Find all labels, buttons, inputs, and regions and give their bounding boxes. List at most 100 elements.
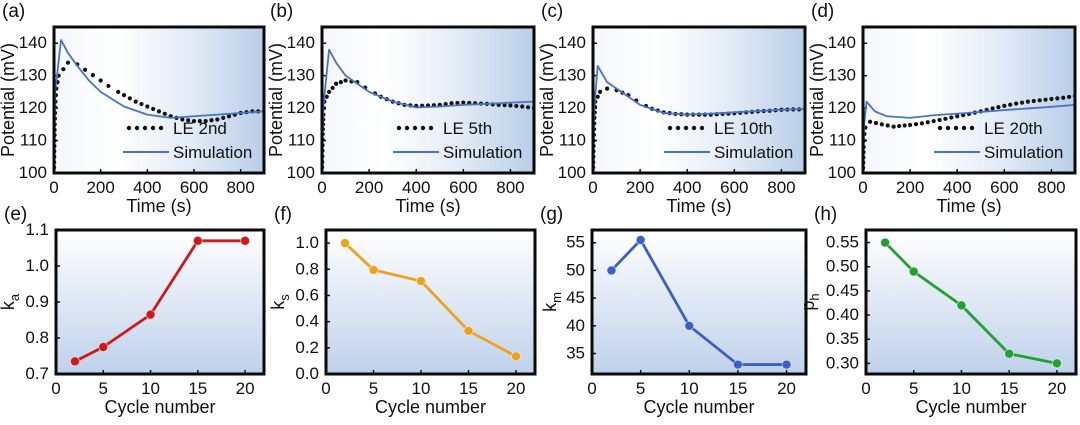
x-tick-label: 200 <box>896 178 924 197</box>
data-point-le <box>326 89 332 94</box>
x-axis-label: Time (s) <box>126 196 191 216</box>
legend-dot-symbol <box>683 125 689 131</box>
data-point-le <box>925 120 930 125</box>
x-tick-label: 15 <box>1000 379 1019 398</box>
y-tick-label: 140 <box>19 33 47 52</box>
data-point-marker <box>733 359 743 370</box>
data-point-le <box>127 96 132 101</box>
data-point-le <box>1055 96 1060 101</box>
y-tick-label: 0.2 <box>295 338 319 357</box>
data-point-le <box>919 121 924 126</box>
y-tick-label: 130 <box>828 66 856 85</box>
data-point-le <box>455 100 460 106</box>
data-point-le <box>943 116 948 121</box>
legend-dot-symbol <box>126 125 132 131</box>
y-tick-label: 110 <box>288 131 315 150</box>
data-point-le <box>98 78 103 83</box>
data-point-le <box>1037 98 1042 103</box>
legend-dot-symbol <box>969 125 975 131</box>
legend-dot-symbol <box>158 125 164 131</box>
data-point-le <box>1067 94 1072 100</box>
y-tick-label: 110 <box>20 131 47 150</box>
x-tick-label: 200 <box>355 178 383 197</box>
y-tick-label: 120 <box>558 98 586 117</box>
y-tick-label: 1.1 <box>25 220 49 239</box>
data-point-marker <box>145 309 156 320</box>
data-point-le <box>891 124 896 129</box>
data-point-le <box>867 119 873 124</box>
y-tick-label: 130 <box>287 66 315 85</box>
data-point-le <box>1043 97 1048 102</box>
plot-background <box>326 230 535 374</box>
plot-background <box>593 27 805 173</box>
x-tick-label: 600 <box>180 178 208 197</box>
plot-frame <box>861 25 1077 175</box>
data-point-le <box>90 73 95 78</box>
data-point-marker <box>781 359 792 370</box>
data-point-le <box>461 100 466 105</box>
y-tick-label: 1.0 <box>25 256 49 275</box>
data-point-marker <box>511 351 521 362</box>
plot-background <box>54 27 264 173</box>
y-tick-label: 140 <box>287 33 315 52</box>
x-tick-label: 5 <box>99 379 108 398</box>
panel-b: (b) 0 200 400 600 800 100 110 120 130 140 Time (s) P… <box>266 1 536 216</box>
legend-label-simulation: Simulation <box>714 143 793 162</box>
panel-label: (g) <box>540 204 563 225</box>
data-point-le <box>595 94 600 99</box>
x-tick-label: 0 <box>861 379 870 398</box>
data-point-le <box>449 101 454 106</box>
legend-dot-symbol <box>699 125 705 131</box>
series-group <box>863 94 1075 173</box>
plot-frame <box>52 25 266 175</box>
x-tick-label: 0 <box>51 379 60 398</box>
x-tick-label: 10 <box>680 379 699 398</box>
plot-frame <box>54 228 266 376</box>
x-tick-label: 20 <box>236 379 255 398</box>
x-axis-label: Cycle number <box>915 397 1026 417</box>
y-axis-label: ph <box>798 293 822 310</box>
y-axis-label: Potential (mV) <box>537 43 557 157</box>
data-point-marker <box>70 356 80 367</box>
data-point-le <box>197 118 202 124</box>
x-tick-label: 15 <box>188 379 207 398</box>
x-tick-label: 0 <box>588 178 597 197</box>
legend-label-le: LE 5th <box>443 119 492 138</box>
data-point-marker <box>1052 358 1062 369</box>
legend-dot-symbol <box>945 125 951 131</box>
data-point-le <box>913 122 919 127</box>
x-tick-label: 0 <box>317 178 326 197</box>
y-tick-label: 0.35 <box>826 329 859 348</box>
panel-label: (h) <box>814 204 837 225</box>
series-group <box>593 65 805 173</box>
y-axis-label: ka <box>0 293 22 310</box>
y-axis-label-subscript: m <box>549 292 564 303</box>
data-point-le <box>897 123 902 129</box>
y-axis-label: km <box>540 292 564 312</box>
data-point-le <box>338 80 343 85</box>
y-axis-label-main: k <box>540 302 560 312</box>
data-point-le <box>151 106 156 112</box>
data-point-marker <box>463 325 474 336</box>
legend-dot-symbol <box>675 125 681 131</box>
y-axis-label-main: p <box>798 301 818 311</box>
legend-label-le: LE 2nd <box>173 119 227 138</box>
x-tick-label: 800 <box>1037 178 1065 197</box>
data-point-le <box>879 122 884 127</box>
panel-label: (c) <box>541 1 563 22</box>
data-point-le <box>226 114 232 119</box>
data-point-le <box>139 101 144 107</box>
legend-dot-symbol <box>691 125 697 131</box>
x-axis-label: Cycle number <box>643 397 754 417</box>
series-line-simulation <box>322 48 534 173</box>
data-point-marker <box>880 237 890 248</box>
y-axis-label: Potential (mV) <box>0 43 18 157</box>
data-point-le <box>156 109 162 114</box>
legend-dot-symbol <box>937 125 943 131</box>
data-point-marker <box>340 238 350 248</box>
y-tick-label: 0.7 <box>25 364 49 383</box>
plot-frame <box>864 228 1078 376</box>
panel-d: (d) 0 200 400 600 800 100 110 120 130 140 Time (s) P… <box>807 1 1077 216</box>
data-point-le <box>121 93 127 98</box>
